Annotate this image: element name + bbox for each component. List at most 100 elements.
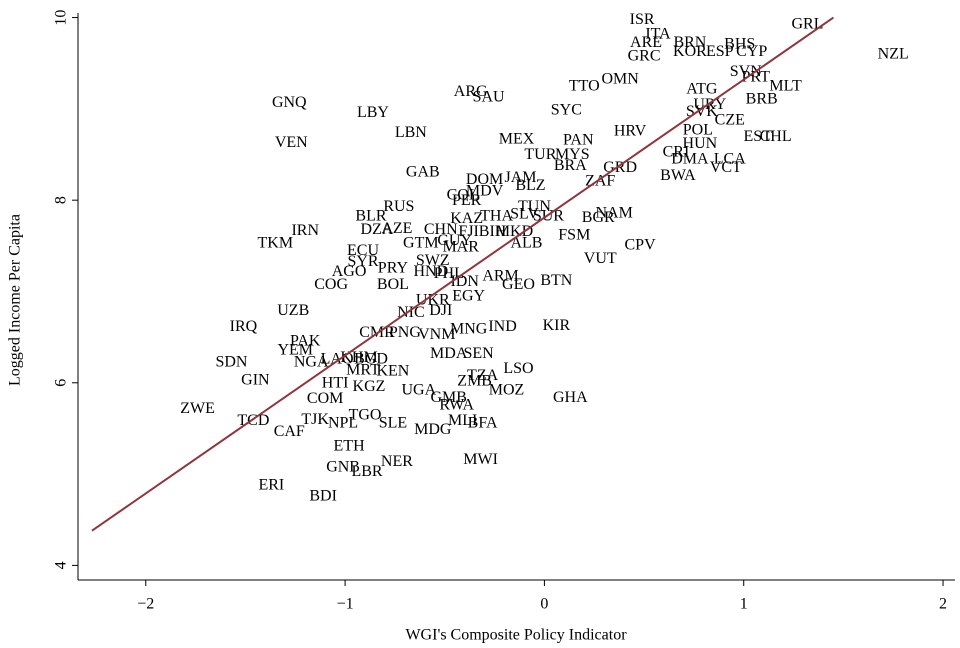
point-label: BGD xyxy=(354,351,388,368)
point-label: ZWE xyxy=(180,400,215,417)
point-label: SLE xyxy=(379,415,407,432)
point-label: CPV xyxy=(625,236,657,253)
point-label: VUT xyxy=(584,250,617,267)
point-label: CAF xyxy=(274,423,305,440)
point-label: MEX xyxy=(499,131,535,148)
point-label: TUN xyxy=(518,198,551,215)
point-label: BDI xyxy=(309,488,337,505)
point-label: ESP xyxy=(706,43,734,60)
point-label: BRA xyxy=(554,157,587,174)
point-label: VEN xyxy=(275,134,308,151)
point-label: ATG xyxy=(686,80,718,97)
point-label: SVK xyxy=(686,103,718,120)
point-label: BFA xyxy=(468,415,498,432)
point-label: PER xyxy=(452,192,482,209)
point-label: AGO xyxy=(332,263,367,280)
point-label: KEN xyxy=(376,362,409,379)
point-label: TGO xyxy=(349,406,382,423)
x-tick-label: 2 xyxy=(939,596,947,613)
point-label: COM xyxy=(307,390,343,407)
point-label: RUS xyxy=(383,198,414,215)
point-label: CYP xyxy=(736,43,767,60)
point-label: BLZ xyxy=(515,177,545,194)
point-label: SDN xyxy=(215,353,247,370)
point-label: MYS xyxy=(555,146,590,163)
point-label: SYR xyxy=(347,253,378,270)
point-label: HUN xyxy=(683,135,718,152)
x-tick-label: −2 xyxy=(137,596,154,613)
point-label: HND xyxy=(413,263,448,280)
point-label: BIH xyxy=(479,223,507,240)
point-label: OMN xyxy=(601,70,639,87)
point-label: MRT xyxy=(346,362,380,379)
point-label: CHL xyxy=(760,128,792,145)
point-label: LBN xyxy=(395,124,427,141)
point-label: BRB xyxy=(746,90,778,107)
point-label: TUR xyxy=(524,146,556,163)
point-label: THA xyxy=(480,207,513,224)
point-label: MKD xyxy=(496,223,533,240)
point-label: GNB xyxy=(326,458,360,475)
x-axis-title: WGI's Composite Policy Indicator xyxy=(405,627,627,644)
point-label: MDA xyxy=(430,345,468,362)
point-label: GRC xyxy=(628,47,661,64)
point-label: JAM xyxy=(504,169,536,186)
point-label: MOZ xyxy=(489,382,525,399)
point-label: UGA xyxy=(401,382,436,399)
point-label: CHN xyxy=(424,221,458,238)
point-label: MAR xyxy=(442,238,479,255)
point-label: COL xyxy=(447,186,479,203)
y-tick-label: 4 xyxy=(53,561,70,569)
point-label: PNG xyxy=(389,324,421,341)
point-label: KAZ xyxy=(450,210,483,227)
point-label: HRV xyxy=(614,122,647,139)
point-label: MDG xyxy=(414,421,452,438)
point-label: TKM xyxy=(258,235,294,252)
point-label: SAU xyxy=(473,89,505,106)
point-label: ARG xyxy=(454,83,488,100)
point-label: DJI xyxy=(429,302,452,319)
point-label: DOM xyxy=(466,171,503,188)
point-label: MNG xyxy=(450,320,488,337)
point-label: COG xyxy=(314,276,348,293)
point-label: KOR xyxy=(673,43,707,60)
point-label: EST xyxy=(743,128,772,145)
point-label: GTM xyxy=(403,235,439,252)
y-tick-label: 8 xyxy=(53,196,70,204)
point-label: BRN xyxy=(673,34,706,51)
point-label: SWZ xyxy=(416,252,450,269)
point-label: SEN xyxy=(464,345,495,362)
point-label: SYC xyxy=(551,101,582,118)
point-label: TZA xyxy=(467,367,499,384)
point-label: GAB xyxy=(406,163,440,180)
point-label: IND xyxy=(488,318,516,335)
point-label: EGY xyxy=(452,288,485,305)
point-label: ERI xyxy=(258,477,284,494)
point-label: BOL xyxy=(377,276,409,293)
y-axis-title: Logged Income Per Capita xyxy=(7,214,24,386)
point-label: ARM xyxy=(482,268,518,285)
point-label: IRN xyxy=(291,222,319,239)
point-label: RWA xyxy=(439,396,474,413)
point-label: IRQ xyxy=(230,318,258,335)
point-label: CZE xyxy=(715,111,745,128)
point-label: BLR xyxy=(355,207,386,224)
point-label: ECU xyxy=(347,242,379,259)
point-label: GNQ xyxy=(272,94,307,111)
point-label: VCT xyxy=(710,159,742,176)
point-label: LBR xyxy=(351,463,382,480)
point-label: PRT xyxy=(741,68,770,85)
point-label: MWI xyxy=(463,451,498,468)
point-label: KGZ xyxy=(353,378,386,395)
point-label: SVN xyxy=(730,63,762,80)
point-label: AZE xyxy=(381,220,412,237)
point-label: GHA xyxy=(553,389,588,406)
point-label: YEM xyxy=(277,341,313,358)
point-label: FJI xyxy=(458,223,478,240)
point-label: PAK xyxy=(290,332,321,349)
point-label: SLV xyxy=(510,205,539,222)
point-label: UZB xyxy=(277,302,309,319)
point-label: PRY xyxy=(378,259,409,276)
point-label: KIR xyxy=(543,317,571,334)
